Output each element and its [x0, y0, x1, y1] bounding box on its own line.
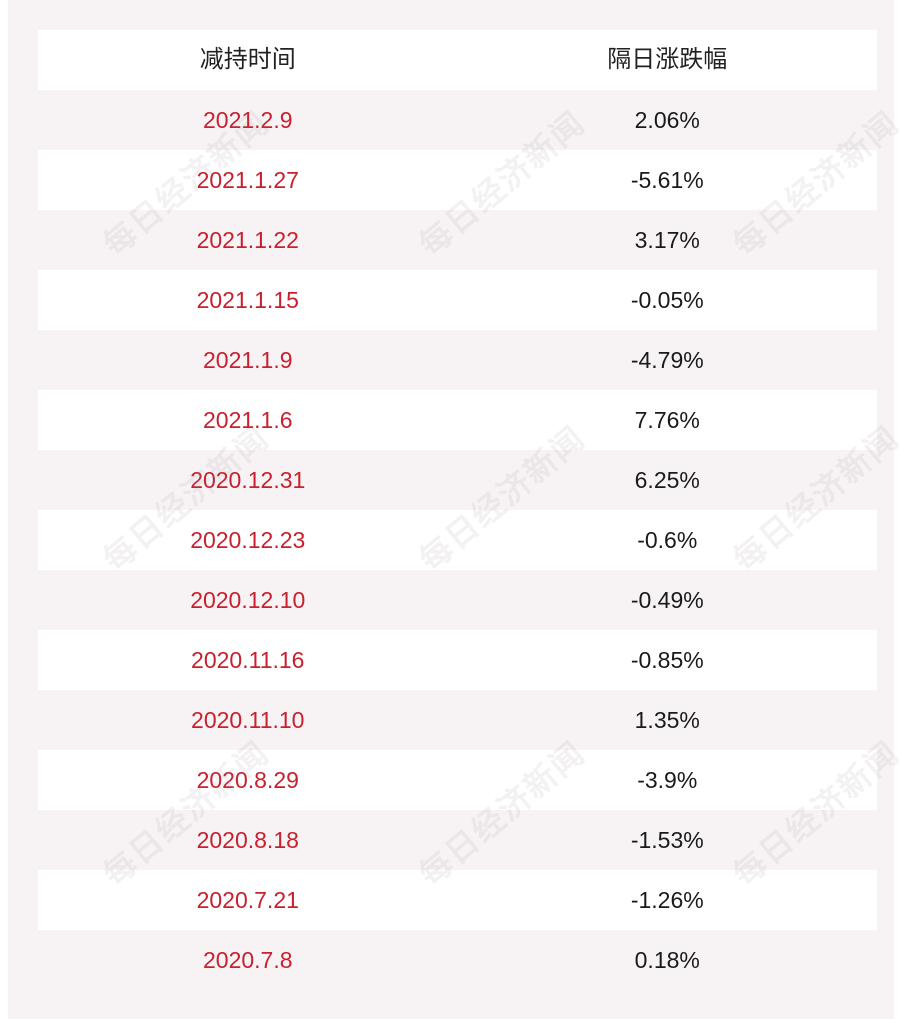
table-header-row: 减持时间 隔日涨跌幅 — [38, 30, 877, 90]
next-day-change: -0.85% — [630, 647, 704, 673]
table-row: 2021.1.9 -4.79% — [38, 330, 877, 390]
reduction-date: 2020.7.8 — [202, 947, 293, 973]
next-day-change: -0.49% — [630, 587, 704, 613]
next-day-change: 2.06% — [634, 107, 700, 133]
next-day-change: 0.18% — [634, 947, 700, 973]
table-row: 2021.1.27 -5.61% — [38, 150, 877, 210]
table-row: 2020.12.31 6.25% — [38, 450, 877, 510]
next-day-change: -0.05% — [630, 287, 704, 313]
reduction-date: 2020.12.31 — [190, 467, 306, 493]
reduction-date: 2021.1.15 — [196, 287, 299, 313]
next-day-change: -0.6% — [637, 527, 698, 553]
table-row: 2021.1.6 7.76% — [38, 390, 877, 450]
header-reduction-date: 减持时间 — [199, 46, 296, 73]
reduction-date: 2021.2.9 — [202, 107, 293, 133]
data-table: 减持时间 隔日涨跌幅 2021.2.9 2.06% 2021.1.27 -5.6… — [38, 30, 877, 990]
table-row: 2020.8.18 -1.53% — [38, 810, 877, 870]
next-day-change: 6.25% — [634, 467, 700, 493]
table-row: 2021.1.22 3.17% — [38, 210, 877, 270]
reduction-date: 2021.1.27 — [196, 167, 299, 193]
reduction-date: 2020.7.21 — [196, 887, 299, 913]
next-day-change: 1.35% — [634, 707, 700, 733]
table-row: 2020.11.10 1.35% — [38, 690, 877, 750]
reduction-date: 2021.1.22 — [196, 227, 299, 253]
reduction-date: 2020.8.18 — [196, 827, 299, 853]
table-row: 2020.11.16 -0.85% — [38, 630, 877, 690]
table-row: 2020.7.8 0.18% — [38, 930, 877, 990]
reduction-date: 2020.12.10 — [190, 587, 306, 613]
next-day-change: -1.26% — [630, 887, 704, 913]
reduction-date: 2020.12.23 — [190, 527, 306, 553]
table-row: 2020.7.21 -1.26% — [38, 870, 877, 930]
header-next-day-change: 隔日涨跌幅 — [607, 46, 728, 73]
next-day-change: -4.79% — [630, 347, 704, 373]
next-day-change: -1.53% — [630, 827, 704, 853]
reduction-date: 2021.1.6 — [202, 407, 293, 433]
reduction-date: 2021.1.9 — [202, 347, 293, 373]
next-day-change: 7.76% — [634, 407, 700, 433]
next-day-change: -3.9% — [637, 767, 698, 793]
table-row: 2021.1.15 -0.05% — [38, 270, 877, 330]
table-row: 2020.12.23 -0.6% — [38, 510, 877, 570]
table-row: 2020.12.10 -0.49% — [38, 570, 877, 630]
reduction-date: 2020.11.16 — [191, 647, 305, 673]
table-row: 2020.8.29 -3.9% — [38, 750, 877, 810]
reduction-date: 2020.8.29 — [196, 767, 299, 793]
table-row: 2021.2.9 2.06% — [38, 90, 877, 150]
next-day-change: 3.17% — [634, 227, 700, 253]
next-day-change: -5.61% — [630, 167, 704, 193]
reduction-date: 2020.11.10 — [191, 707, 305, 733]
